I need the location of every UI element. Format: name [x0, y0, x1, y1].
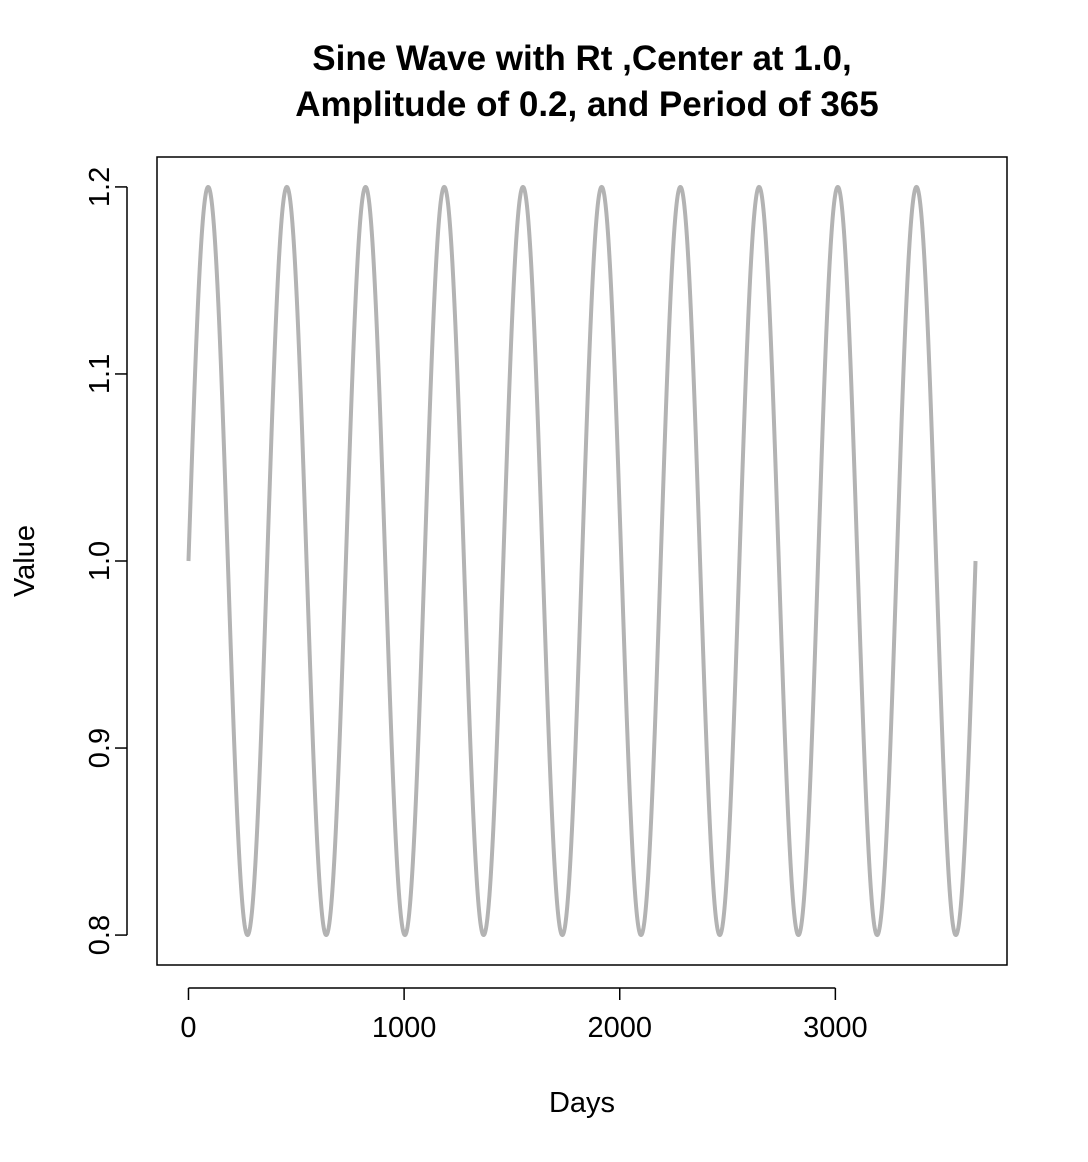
y-tick-label-1: 0.9: [84, 728, 116, 768]
x-tick-label-2: 2000: [587, 1012, 652, 1044]
x-tick-label-1: 1000: [372, 1012, 437, 1044]
x-tick-label-3: 3000: [803, 1012, 868, 1044]
series-layer: [186, 184, 978, 938]
chart-title-line-1: Sine Wave with Rt ,Center at 1.0,: [312, 39, 851, 78]
plot-frame: [156, 156, 1008, 966]
x-axis: 0 1000 2000 3000: [180, 987, 868, 1044]
y-tick-label-4: 1.2: [84, 167, 116, 207]
y-tick-label-0: 0.8: [84, 915, 116, 955]
series-line-0: [186, 184, 978, 938]
x-tick-label-0: 0: [180, 1012, 196, 1044]
y-axis-label: Value: [9, 525, 41, 597]
y-tick-label-2: 1.0: [84, 541, 116, 581]
chart-title-line-2: Amplitude of 0.2, and Period of 365: [295, 85, 878, 124]
x-axis-label: Days: [549, 1087, 615, 1119]
y-tick-label-3: 1.1: [84, 354, 116, 394]
y-axis: 0.8 0.9 1.0 1.1 1.2: [84, 167, 128, 955]
